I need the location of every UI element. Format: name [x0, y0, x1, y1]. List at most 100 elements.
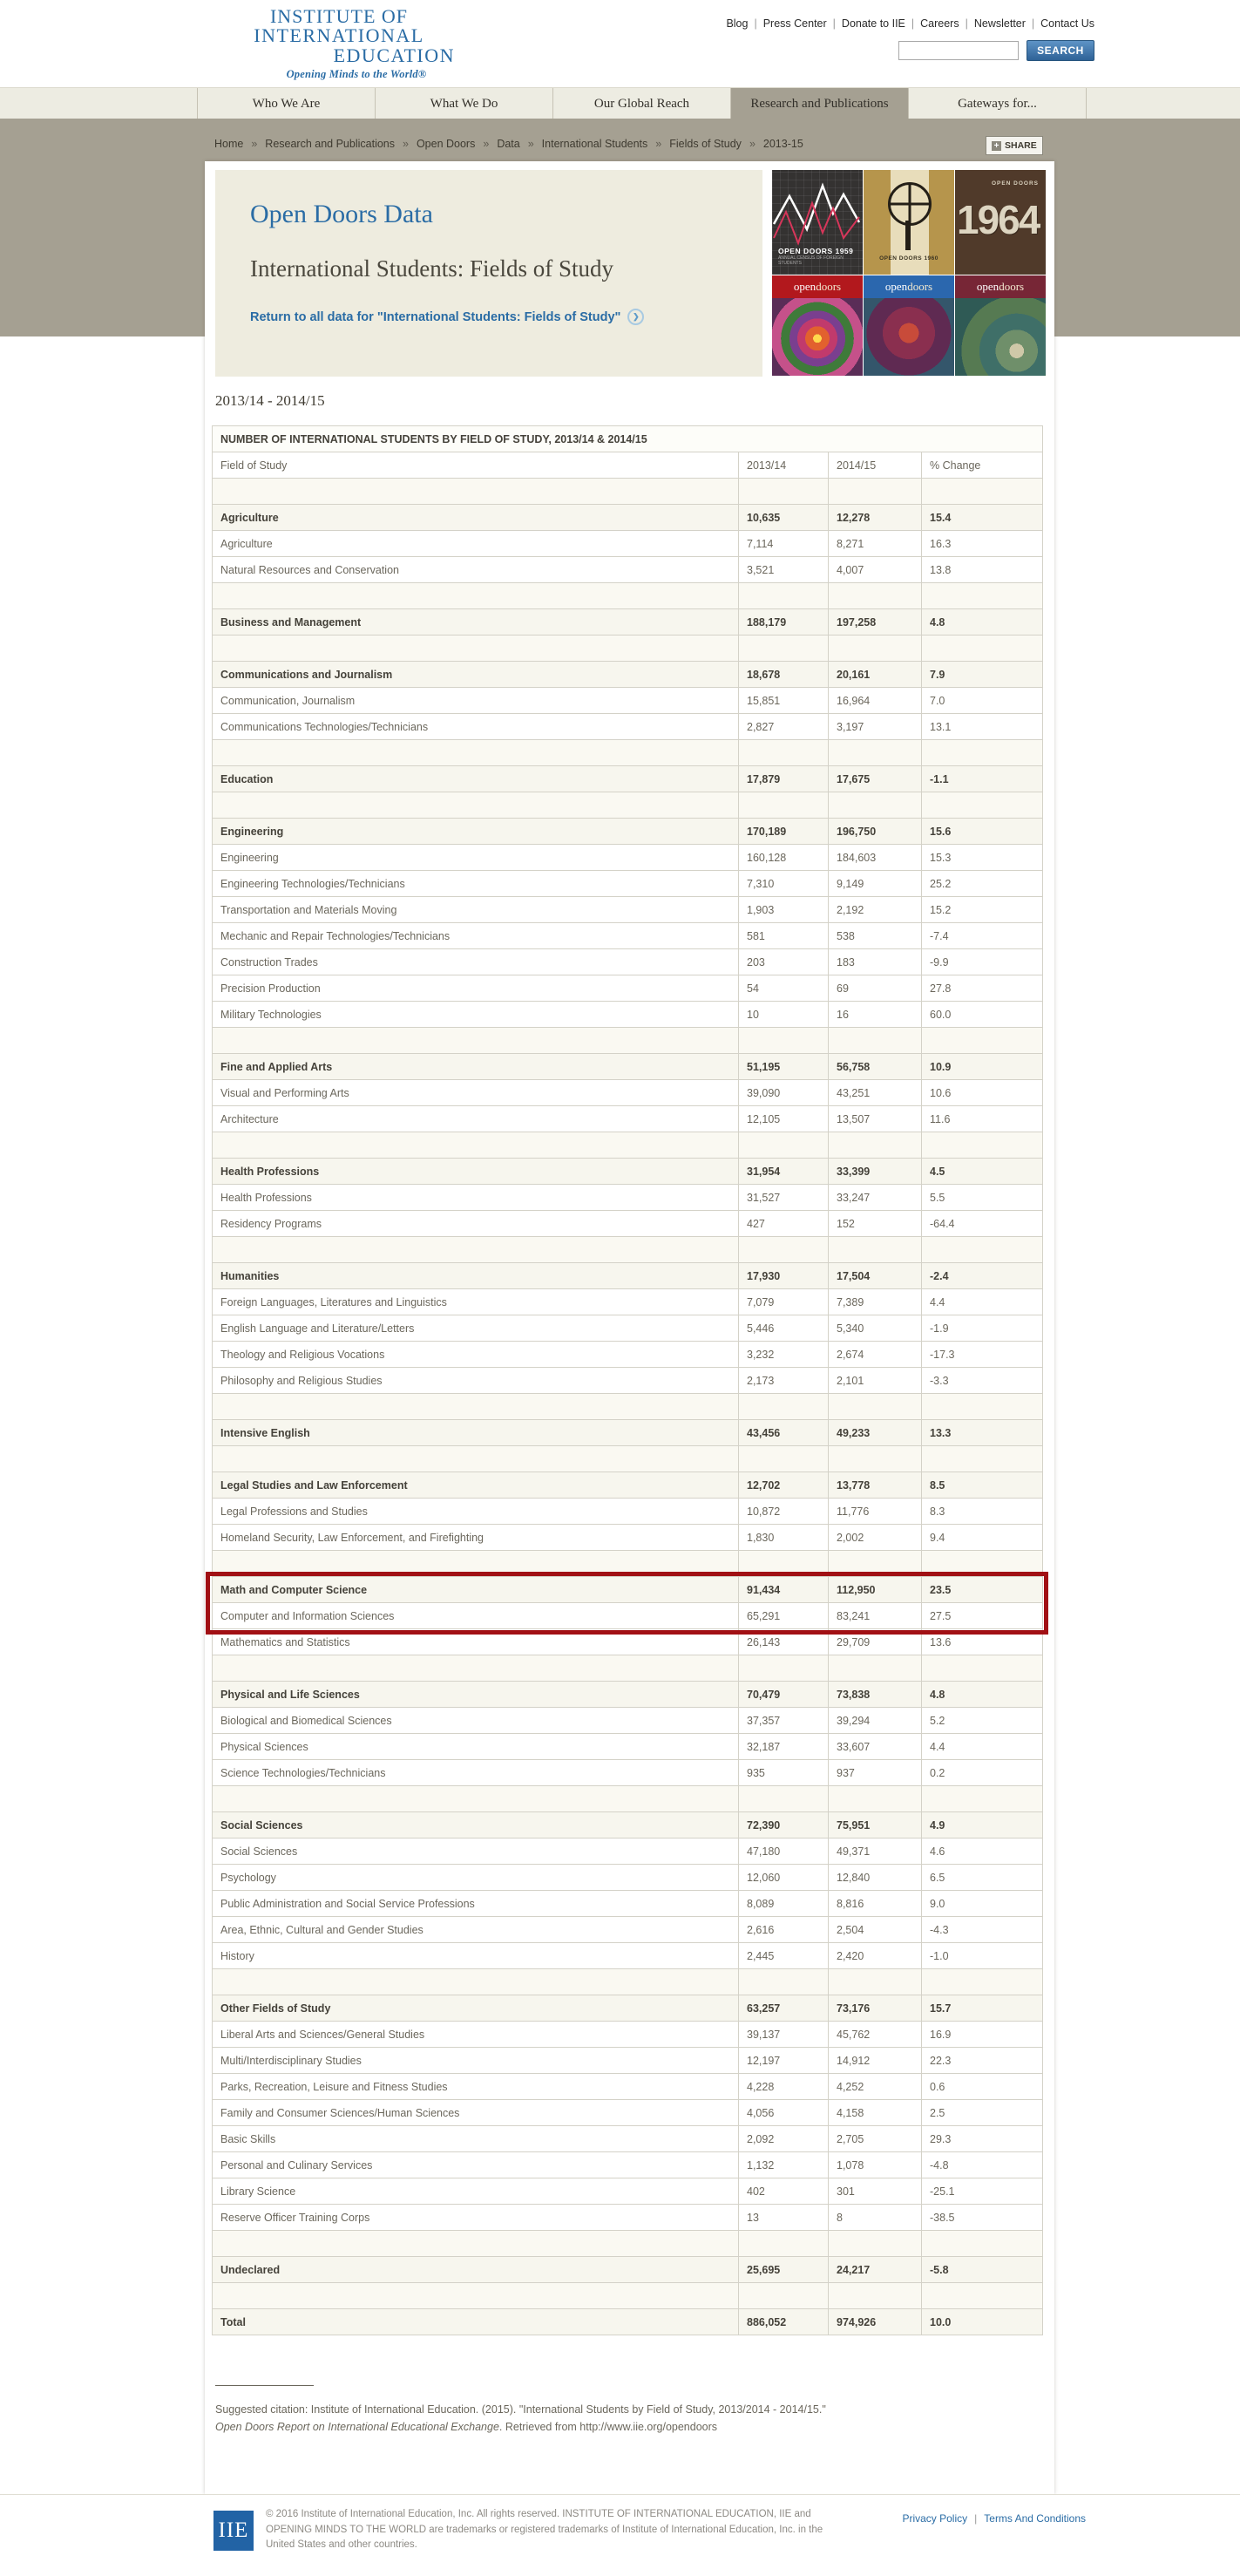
field-cell: Health Professions — [212, 1158, 739, 1185]
table-row: Engineering 170,189 196,750 15.6 — [212, 818, 1043, 845]
y2014-cell: 14,912 — [828, 2047, 922, 2074]
table-row: Foreign Languages, Literatures and Lingu… — [212, 1288, 1043, 1315]
pct-change-cell: 27.8 — [921, 975, 1043, 1002]
utility-nav-link[interactable]: Press Center — [763, 17, 842, 30]
breadcrumb-link[interactable]: International Students — [542, 138, 670, 150]
utility-nav-link[interactable]: Newsletter — [974, 17, 1040, 30]
field-cell: English Language and Literature/Letters — [212, 1315, 739, 1342]
y2014-cell: 13,507 — [828, 1105, 922, 1132]
share-button[interactable]: + SHARE — [986, 136, 1043, 155]
y2013-cell — [738, 2282, 829, 2309]
cover-1964: OPEN DOORS 1964 — [955, 170, 1046, 275]
table-row: Legal Studies and Law Enforcement 12,702… — [212, 1472, 1043, 1499]
field-cell — [212, 582, 739, 609]
y2013-cell — [738, 1236, 829, 1263]
pct-change-cell: 15.3 — [921, 844, 1043, 871]
pct-change-cell: 10.0 — [921, 2308, 1043, 2335]
field-cell: Communications and Journalism — [212, 661, 739, 688]
y2014-cell: 12,840 — [828, 1864, 922, 1891]
suggested-citation: Suggested citation: Institute of Interna… — [215, 2401, 836, 2436]
y2014-cell: 75,951 — [828, 1811, 922, 1839]
table-title: NUMBER OF INTERNATIONAL STUDENTS BY FIEL… — [212, 425, 1043, 452]
pct-change-cell — [921, 582, 1043, 609]
cover-opendoors-red: open doors — [772, 275, 863, 376]
breadcrumb-link[interactable]: Research and Publications — [265, 138, 417, 150]
y2013-cell: 7,079 — [738, 1288, 829, 1315]
y2013-cell — [738, 1785, 829, 1812]
iie-logo[interactable]: INSTITUTE OF INTERNATIONAL EDUCATION Ope… — [207, 5, 471, 80]
y2013-cell: 2,173 — [738, 1367, 829, 1394]
field-cell: Biological and Biomedical Sciences — [212, 1707, 739, 1734]
y2013-cell: 3,521 — [738, 556, 829, 583]
pedestal-shape — [905, 221, 911, 250]
return-to-all-data-link[interactable]: Return to all data for "International St… — [250, 309, 762, 325]
field-cell: Theology and Religious Vocations — [212, 1341, 739, 1368]
table-row: Mathematics and Statistics 26,143 29,709… — [212, 1628, 1043, 1655]
pct-change-cell: -1.1 — [921, 765, 1043, 792]
table-row — [212, 635, 1043, 662]
utility-nav-link[interactable]: Contact Us — [1040, 17, 1094, 30]
field-cell — [212, 2282, 739, 2309]
pct-change-cell: 25.2 — [921, 870, 1043, 897]
breadcrumb-link[interactable]: Data — [497, 138, 541, 150]
circles-art — [955, 298, 1046, 376]
pct-change-cell: -7.4 — [921, 922, 1043, 949]
field-cell: Reserve Officer Training Corps — [212, 2204, 739, 2231]
field-cell: Homeland Security, Law Enforcement, and … — [212, 1524, 739, 1551]
pct-change-cell: -9.9 — [921, 948, 1043, 975]
breadcrumb-link[interactable]: 2013-15 — [762, 138, 803, 150]
logo-line-1: INSTITUTE OF — [269, 5, 409, 27]
y2014-cell: 73,176 — [828, 1995, 922, 2022]
y2013-cell: 1,903 — [738, 896, 829, 923]
y2013-cell: 886,052 — [738, 2308, 829, 2335]
y2013-cell: 31,954 — [738, 1158, 829, 1185]
y2014-cell — [828, 1393, 922, 1420]
y2013-cell: 39,137 — [738, 2021, 829, 2048]
y2014-cell — [828, 2282, 922, 2309]
banner-word-open: open — [884, 280, 908, 293]
y2014-cell: 1,078 — [828, 2151, 922, 2178]
breadcrumb-link[interactable]: Open Doors — [417, 138, 497, 150]
kaleidoscope-art — [772, 298, 863, 376]
table-row: Humanities 17,930 17,504 -2.4 — [212, 1262, 1043, 1289]
breadcrumb-link[interactable]: Fields of Study — [669, 138, 763, 150]
main-nav-item[interactable]: Gateways for... — [908, 88, 1086, 119]
breadcrumb-link[interactable]: Home — [214, 138, 265, 150]
pct-change-cell: 5.2 — [921, 1707, 1043, 1734]
y2013-cell: 72,390 — [738, 1811, 829, 1839]
table-row: Residency Programs 427 152 -64.4 — [212, 1210, 1043, 1237]
y2013-cell: 170,189 — [738, 818, 829, 845]
fields-of-study-table: NUMBER OF INTERNATIONAL STUDENTS BY FIEL… — [212, 425, 1043, 2335]
y2013-cell: 12,702 — [738, 1472, 829, 1499]
main-nav-item[interactable]: What We Do — [375, 88, 552, 119]
search-input[interactable] — [898, 41, 1019, 60]
table-row: Undeclared 25,695 24,217 -5.8 — [212, 2256, 1043, 2283]
cover-1959-title: OPEN DOORS 1959 — [778, 247, 854, 255]
plus-icon: + — [992, 140, 1001, 151]
privacy-policy-link[interactable]: Privacy Policy — [902, 2512, 968, 2525]
utility-nav-link[interactable]: Careers — [920, 17, 974, 30]
field-cell: Agriculture — [212, 504, 739, 531]
y2013-cell: 2,445 — [738, 1942, 829, 1969]
y2013-cell: 32,187 — [738, 1733, 829, 1760]
field-cell: Parks, Recreation, Leisure and Fitness S… — [212, 2073, 739, 2100]
pct-change-cell: 29.3 — [921, 2125, 1043, 2152]
pct-change-cell — [921, 635, 1043, 662]
utility-nav-link[interactable]: Blog — [726, 17, 762, 30]
table-row: Agriculture 7,114 8,271 16.3 — [212, 530, 1043, 557]
main-nav-item[interactable]: Research and Publications — [730, 88, 908, 119]
field-cell — [212, 1132, 739, 1159]
field-cell — [212, 2230, 739, 2257]
y2014-cell: 183 — [828, 948, 922, 975]
field-cell: Philosophy and Religious Studies — [212, 1367, 739, 1394]
utility-nav-link[interactable]: Donate to IIE — [842, 17, 920, 30]
table-row — [212, 1027, 1043, 1054]
breadcrumb: HomeResearch and PublicationsOpen DoorsD… — [214, 138, 803, 150]
y2013-cell: 2,092 — [738, 2125, 829, 2152]
search-button[interactable]: SEARCH — [1027, 40, 1094, 61]
main-nav-item[interactable]: Our Global Reach — [552, 88, 730, 119]
main-nav-item[interactable]: Who We Are — [197, 88, 375, 119]
terms-link[interactable]: Terms And Conditions — [984, 2512, 1086, 2525]
iie-footer-logo: IIE — [213, 2511, 254, 2551]
